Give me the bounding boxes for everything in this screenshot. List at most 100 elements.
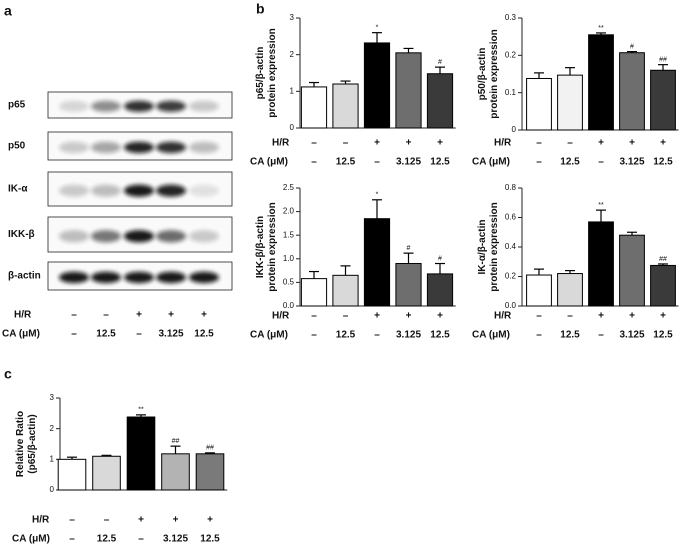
bar	[526, 274, 552, 307]
treatment-value: 12.5	[560, 330, 580, 341]
bar	[300, 278, 328, 307]
treatment-value: +	[406, 311, 412, 322]
treatment-value: +	[437, 311, 443, 322]
significance: ##	[659, 57, 667, 64]
treatment-value: –	[69, 515, 75, 526]
significance: ##	[659, 256, 667, 263]
significance: ##	[172, 438, 180, 445]
bar	[363, 218, 391, 307]
bar	[395, 52, 422, 129]
blot-band	[59, 271, 89, 284]
y-tick-label: 2	[50, 424, 55, 433]
significance: *	[376, 192, 379, 199]
bar	[588, 34, 614, 131]
blot-band	[189, 230, 219, 243]
blot-band	[189, 100, 219, 112]
blot-band	[124, 271, 154, 284]
treatment-label: CA (μM)	[2, 329, 40, 340]
y-tick-label: 0.0	[283, 301, 295, 310]
y-tick-label: 0.0	[505, 301, 517, 310]
y-tick-label: 1.5	[283, 230, 295, 239]
treatment-value: –	[598, 330, 604, 341]
y-axis-label: p65/β-actinprotein expression	[255, 28, 278, 117]
treatment-value: +	[201, 310, 207, 321]
treatment-value: 3.125	[163, 534, 188, 545]
treatment-value: –	[104, 515, 110, 526]
bar	[126, 416, 156, 491]
treatment-value: –	[536, 157, 542, 168]
y-label-line: p65/β-actin	[255, 47, 266, 100]
treatment-value: 3.125	[619, 330, 644, 341]
treatment-label: H/R	[272, 311, 290, 322]
panel-label: b	[256, 1, 265, 17]
treatment-value: 12.5	[336, 330, 356, 341]
blot-band	[124, 141, 154, 154]
y-axis-label: Relative Ratio(p65/β-actin)	[15, 411, 38, 477]
treatment-value: 3.125	[158, 329, 183, 340]
significance: ##	[206, 445, 214, 452]
treatment-value: +	[168, 310, 174, 321]
blot-band	[59, 141, 89, 154]
treatment-value: 3.125	[619, 157, 644, 168]
blot-band	[124, 230, 154, 243]
blot-row-label: p50	[8, 141, 26, 152]
treatment-label: H/R	[494, 311, 512, 322]
treatment-value: 12.5	[430, 157, 450, 168]
bar	[426, 73, 454, 129]
treatment-value: 3.125	[396, 157, 421, 168]
y-tick-label: 1	[50, 454, 55, 463]
treatment-value: 3.125	[396, 330, 421, 341]
y-tick-label: 2.5	[283, 183, 295, 192]
panel-label: c	[4, 366, 12, 382]
treatment-value: –	[536, 311, 542, 322]
treatment-value: –	[311, 157, 317, 168]
blot-band	[91, 100, 121, 112]
treatment-value: –	[136, 329, 142, 340]
significance: #	[407, 245, 411, 252]
y-tick-label: 0.4	[505, 242, 517, 251]
y-tick-label: 0	[512, 125, 517, 134]
treatment-label: H/R	[494, 138, 512, 149]
bar	[92, 455, 121, 491]
significance: **	[138, 407, 144, 414]
treatment-value: 12.5	[200, 534, 220, 545]
treatment-value: +	[136, 310, 142, 321]
bar	[619, 52, 645, 131]
y-label-line: (p65/β-actin)	[27, 414, 38, 473]
bar	[332, 274, 359, 307]
treatment-value: +	[660, 138, 666, 149]
y-tick-label: 3	[50, 393, 55, 402]
bar	[588, 221, 614, 307]
blot-band	[124, 184, 154, 197]
treatment-value: +	[660, 311, 666, 322]
treatment-value: –	[71, 310, 77, 321]
treatment-value: 12.5	[653, 330, 673, 341]
bar	[195, 453, 225, 491]
treatment-value: 12.5	[336, 157, 356, 168]
y-tick-label: 0	[50, 485, 55, 494]
blot-band	[189, 184, 219, 197]
treatment-value: –	[567, 138, 573, 149]
y-axis-label: IKK-β/β-actinprotein expression	[255, 202, 278, 291]
y-label-line: protein expression	[489, 202, 500, 291]
bar	[526, 77, 552, 131]
y-label-line: Relative Ratio	[15, 411, 26, 477]
bar	[650, 69, 676, 131]
treatment-value: +	[138, 515, 144, 526]
treatment-value: –	[103, 310, 109, 321]
bar	[650, 264, 676, 307]
blot-band	[156, 230, 186, 243]
treatment-value: –	[311, 138, 317, 149]
treatment-value: +	[374, 311, 380, 322]
blot-band	[91, 271, 121, 284]
treatment-label: H/R	[272, 138, 290, 149]
y-tick-label: 0	[290, 123, 295, 132]
treatment-label: CA (μM)	[12, 534, 50, 545]
blot-band	[91, 230, 121, 243]
treatment-value: 12.5	[653, 157, 673, 168]
y-label-line: IK-α/β-actin	[477, 219, 488, 274]
y-label-line: p50/β-actin	[477, 48, 488, 101]
y-tick-label: 2.0	[283, 207, 295, 216]
treatment-value: –	[71, 329, 77, 340]
